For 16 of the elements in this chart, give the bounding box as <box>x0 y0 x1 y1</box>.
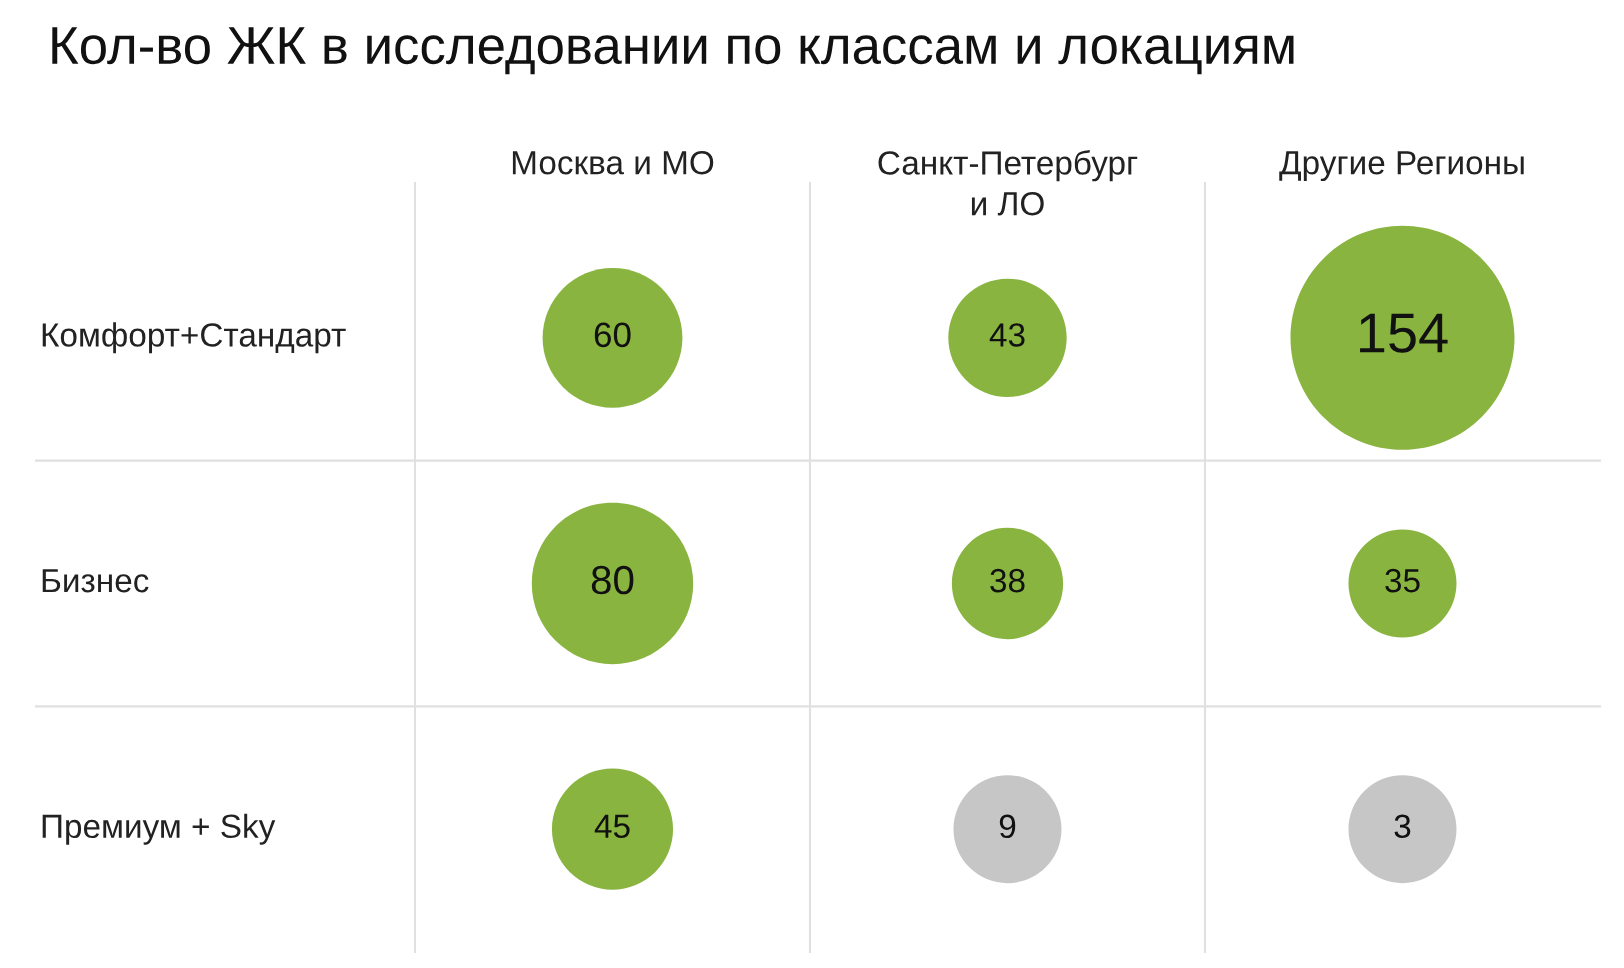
data-label: 60 <box>594 322 631 348</box>
data-label: 38 <box>990 568 1025 593</box>
chart-title: Кол-во ЖК в исследовании по классам и локациям <box>52 27 1294 75</box>
x-tick-label: Другие Регионы <box>1279 151 1524 182</box>
y-tick-label: Бизнес <box>42 569 149 593</box>
data-label: 80 <box>591 565 634 595</box>
data-label: 154 <box>1360 313 1448 353</box>
data-label: 9 <box>999 814 1016 839</box>
data-label: 45 <box>594 814 630 839</box>
x-tick-label: Москва и МО <box>512 150 714 175</box>
data-label: 35 <box>1385 568 1420 593</box>
y-tick-label: Комфорт+Стандарт <box>42 322 346 354</box>
x-tick-label: Санкт-Петербург и ЛО <box>878 150 1138 216</box>
data-label: 43 <box>989 323 1025 347</box>
y-tick-label: Премиум + Sky <box>42 813 276 845</box>
data-label: 3 <box>1394 814 1411 839</box>
